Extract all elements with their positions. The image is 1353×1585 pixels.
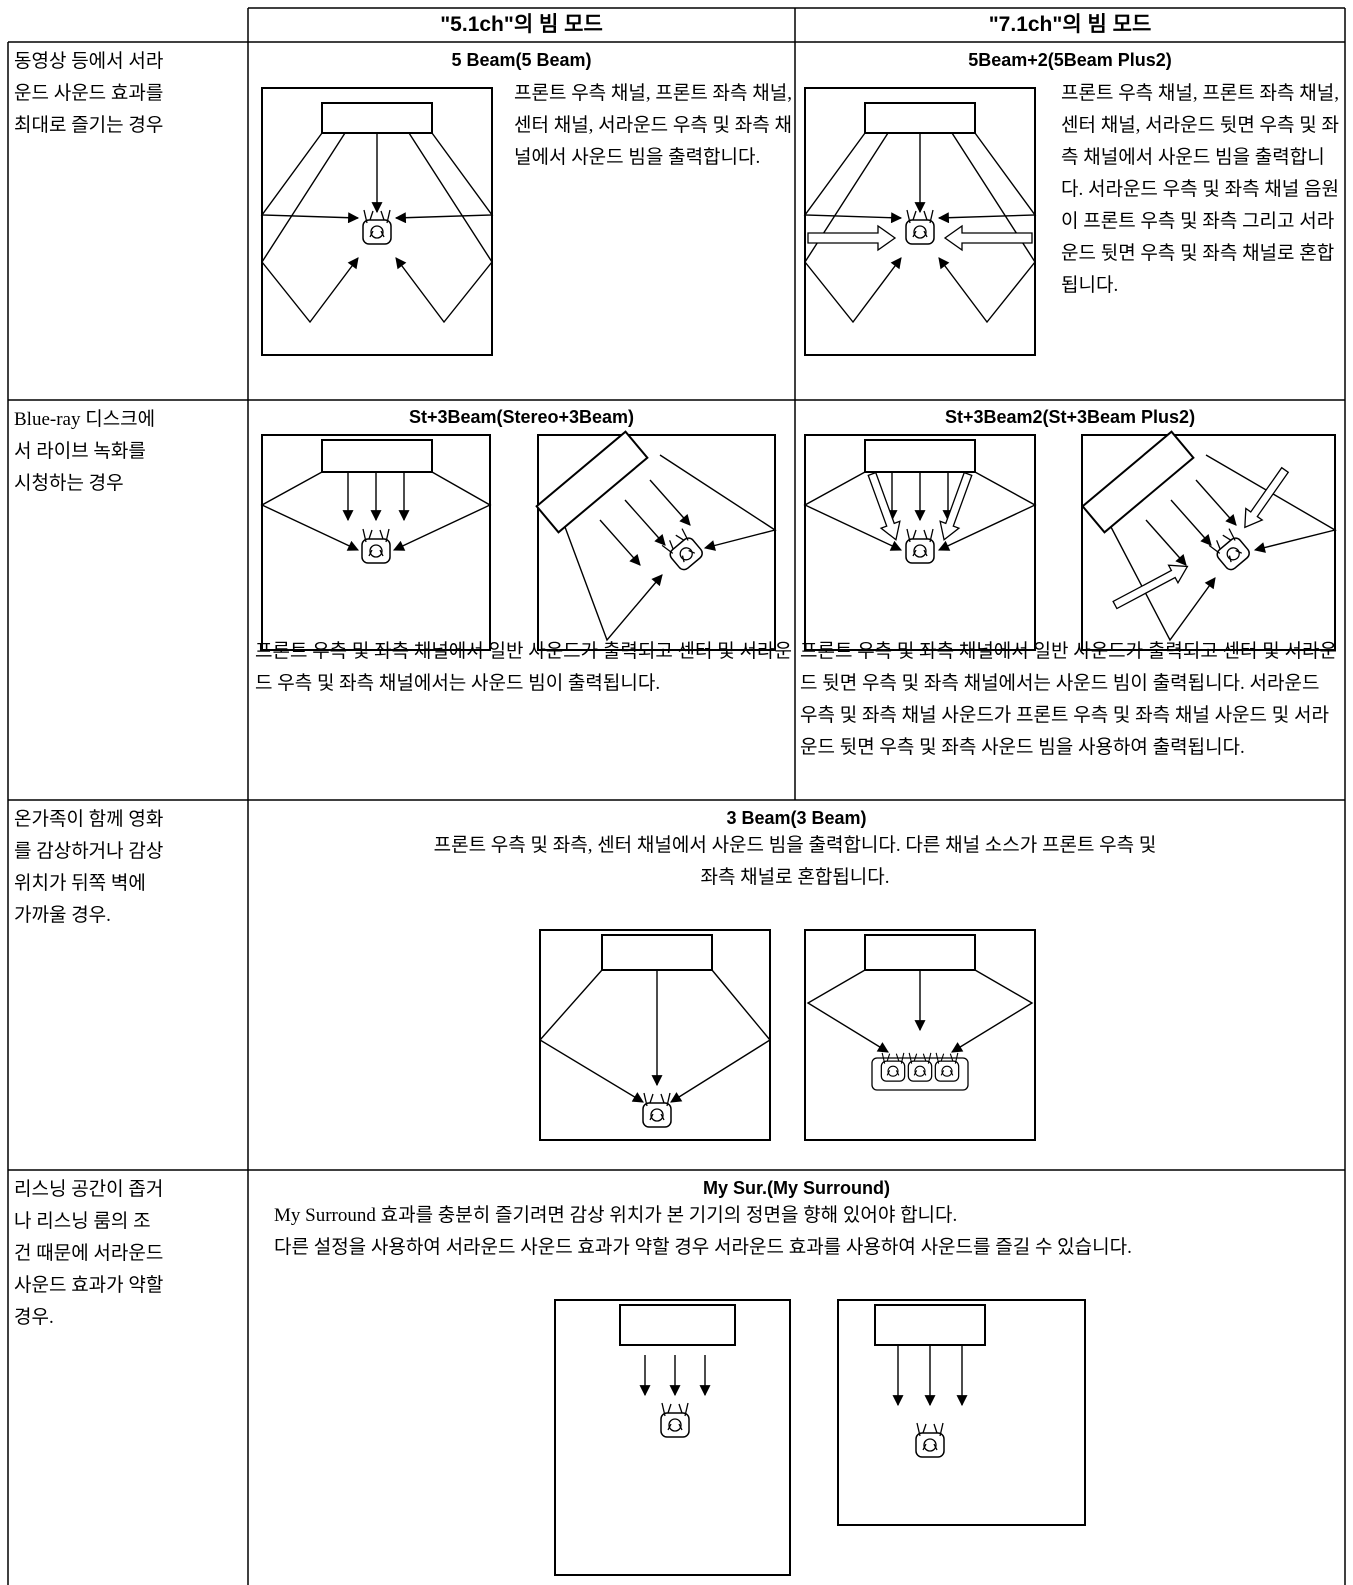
situation: 동영상 등에서 서라운드 사운드 효과를 최대로 즐기는 경우 <box>14 51 164 136</box>
situation: Blue-ray 디스크에서 라이브 녹화를 시청하는 경우 <box>14 409 156 494</box>
mode-description: 프론트 우측 채널, 프론트 좌측 채널, 센터 채널, 서라운드 뒷면 우측 … <box>1061 83 1339 296</box>
paragraph: 다른 설정을 사용하여 서라운드 사운드 효과가 약할 경우 서라운드 효과를 … <box>274 1237 1132 1258</box>
situation: 리스닝 공간이 좁거나 리스닝 룸의 조건 때문에 서라운드 사운드 효과가 약… <box>14 1179 164 1328</box>
mode-title: St+3Beam2(St+3Beam Plus2) <box>944 407 1196 427</box>
mode-title: St+3Beam(Stereo+3Beam) <box>408 407 635 427</box>
table-grid <box>7 7 1346 1585</box>
paragraph: My Surround 효과를 충분히 즐기려면 감상 위치가 본 기기의 정면… <box>274 1205 958 1226</box>
column-header: "7.1ch"의 빔 모드 <box>988 13 1152 36</box>
mode-description: 프론트 우측 및 좌측 채널에서 일반 사운드가 출력되고 센터 및 서라운드 … <box>255 641 792 694</box>
diagram-st3beam-front <box>260 434 492 651</box>
diagram-mysur-large <box>554 1299 791 1576</box>
mode-description: My Surround 효과를 충분히 즐기려면 감상 위치가 본 기기의 정면… <box>274 1200 1339 1264</box>
diagram-3beam-single <box>538 929 772 1141</box>
mode-title: 5 Beam(5 Beam) <box>451 50 592 70</box>
diagram-st3beam2-corner <box>1081 430 1337 651</box>
diagram-5beam <box>260 87 494 356</box>
mode-title: My Sur.(My Surround) <box>702 1178 890 1198</box>
mode-description: 프론트 우측 및 좌측, 센터 채널에서 사운드 빔을 출력합니다. 다른 채널… <box>433 835 1157 888</box>
column-header: "5.1ch"의 빔 모드 <box>440 13 603 36</box>
diagram-st3beam-corner <box>535 430 777 651</box>
diagram-3beam-group <box>804 929 1036 1141</box>
mode-description: 프론트 우측 및 좌측 채널에서 일반 사운드가 출력되고 센터 및 서라운드 … <box>800 641 1337 758</box>
diagram-mysur-small <box>837 1299 1086 1526</box>
situation: 온가족이 함께 영화를 감상하거나 감상 위치가 뒤쪽 벽에 가까울 경우. <box>14 809 164 926</box>
mode-description: 프론트 우측 채널, 프론트 좌측 채널, 센터 채널, 서라운드 우측 및 좌… <box>514 83 792 168</box>
diagram-st3beam2-front <box>803 434 1037 651</box>
mode-title: 5Beam+2(5Beam Plus2) <box>968 50 1172 70</box>
mode-title: 3 Beam(3 Beam) <box>726 808 867 828</box>
diagram-5beam-plus2 <box>803 87 1037 356</box>
